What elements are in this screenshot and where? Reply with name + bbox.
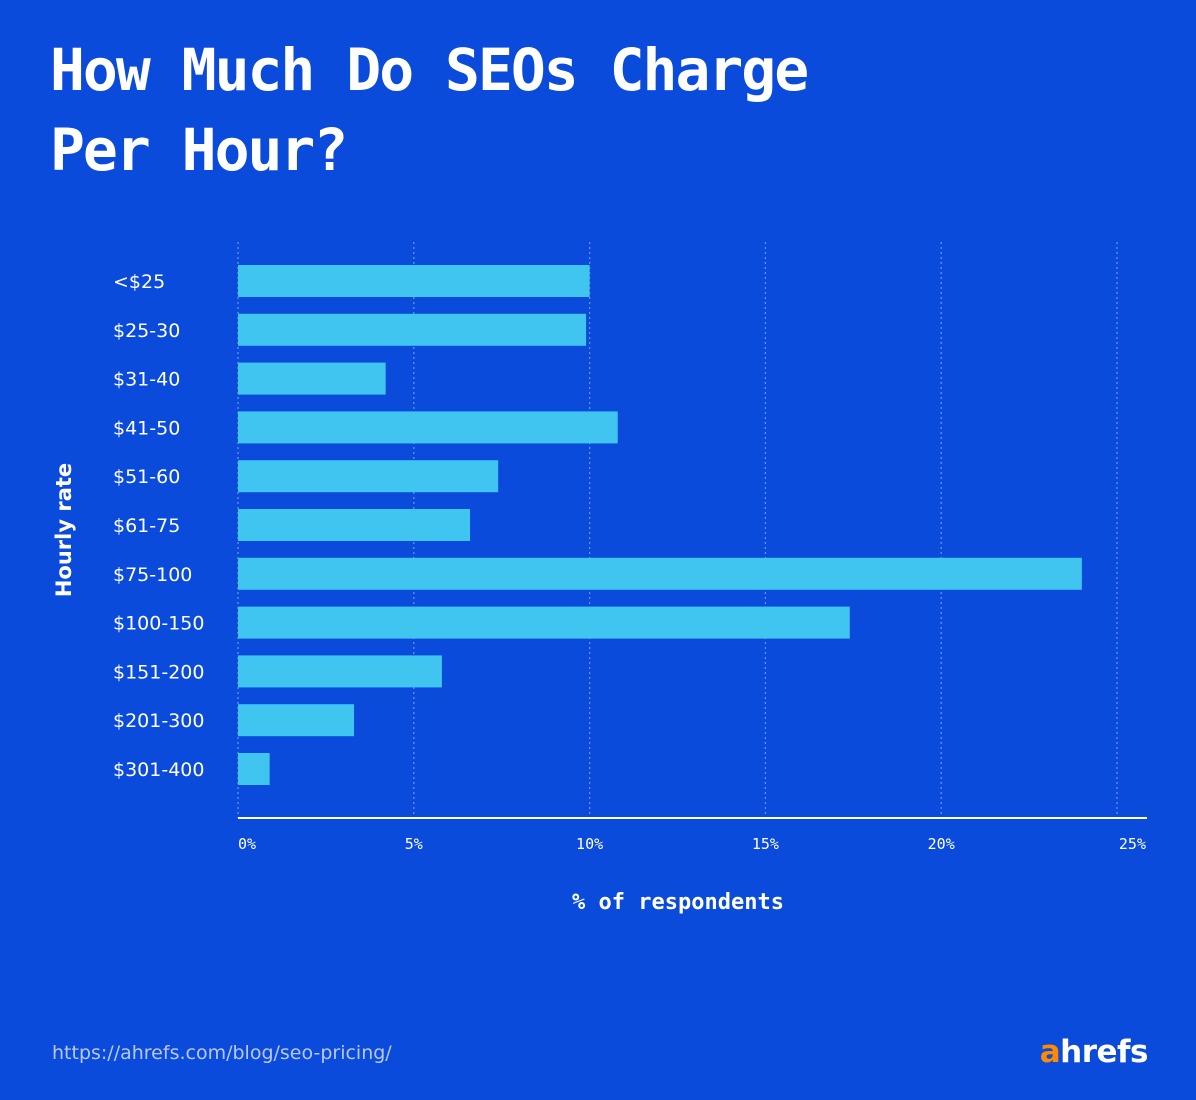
x-tick-label: 20% [928, 835, 955, 853]
x-tick-label: 10% [576, 835, 603, 853]
bar [238, 557, 1082, 590]
category-label: $151-200 [113, 661, 204, 683]
bar [238, 313, 587, 346]
bar [238, 655, 442, 688]
category-label: <$25 [113, 271, 165, 293]
y-axis-title: Hourly rate [52, 463, 76, 597]
logo-accent-letter: a [1039, 1034, 1061, 1070]
category-label: $301-400 [113, 759, 204, 781]
bar [238, 265, 590, 297]
ahrefs-logo: ahrefs [1039, 1034, 1149, 1070]
category-label: $51-60 [113, 466, 180, 488]
x-tick-label: 0% [238, 835, 256, 853]
bar [238, 606, 850, 639]
bar [238, 704, 355, 737]
x-tick-label: 15% [752, 835, 779, 853]
x-tick-label: 5% [405, 835, 423, 853]
category-label: $31-40 [113, 369, 180, 391]
category-label: $75-100 [113, 564, 192, 586]
bar-chart: <$25 $25-30 $31-40 $41-50 $51-60 $61-75 $75-10… [52, 242, 1147, 915]
bar [238, 509, 471, 541]
category-label: $100-150 [113, 613, 204, 635]
category-label: $61-75 [113, 515, 180, 537]
source-url[interactable]: https://ahrefs.com/blog/seo-pricing/ [52, 1042, 392, 1064]
chart-title: How Much Do SEOs Charge Per Hour? [50, 36, 809, 184]
bar [238, 460, 499, 493]
bar [238, 411, 618, 444]
category-label: $41-50 [113, 417, 180, 439]
bars [238, 265, 1082, 785]
category-label: $201-300 [113, 710, 204, 732]
x-axis-title: % of respondents [572, 890, 784, 915]
x-tick-labels: 0% 5% 10% 15% 20% 25% [238, 835, 1146, 853]
x-tick-label: 25% [1119, 835, 1146, 853]
logo-text: hrefs [1060, 1034, 1148, 1070]
bar [238, 753, 270, 785]
category-label: $25-30 [113, 320, 180, 342]
bar [238, 362, 386, 395]
category-labels: <$25 $25-30 $31-40 $41-50 $51-60 $61-75 $75-10… [113, 271, 204, 781]
